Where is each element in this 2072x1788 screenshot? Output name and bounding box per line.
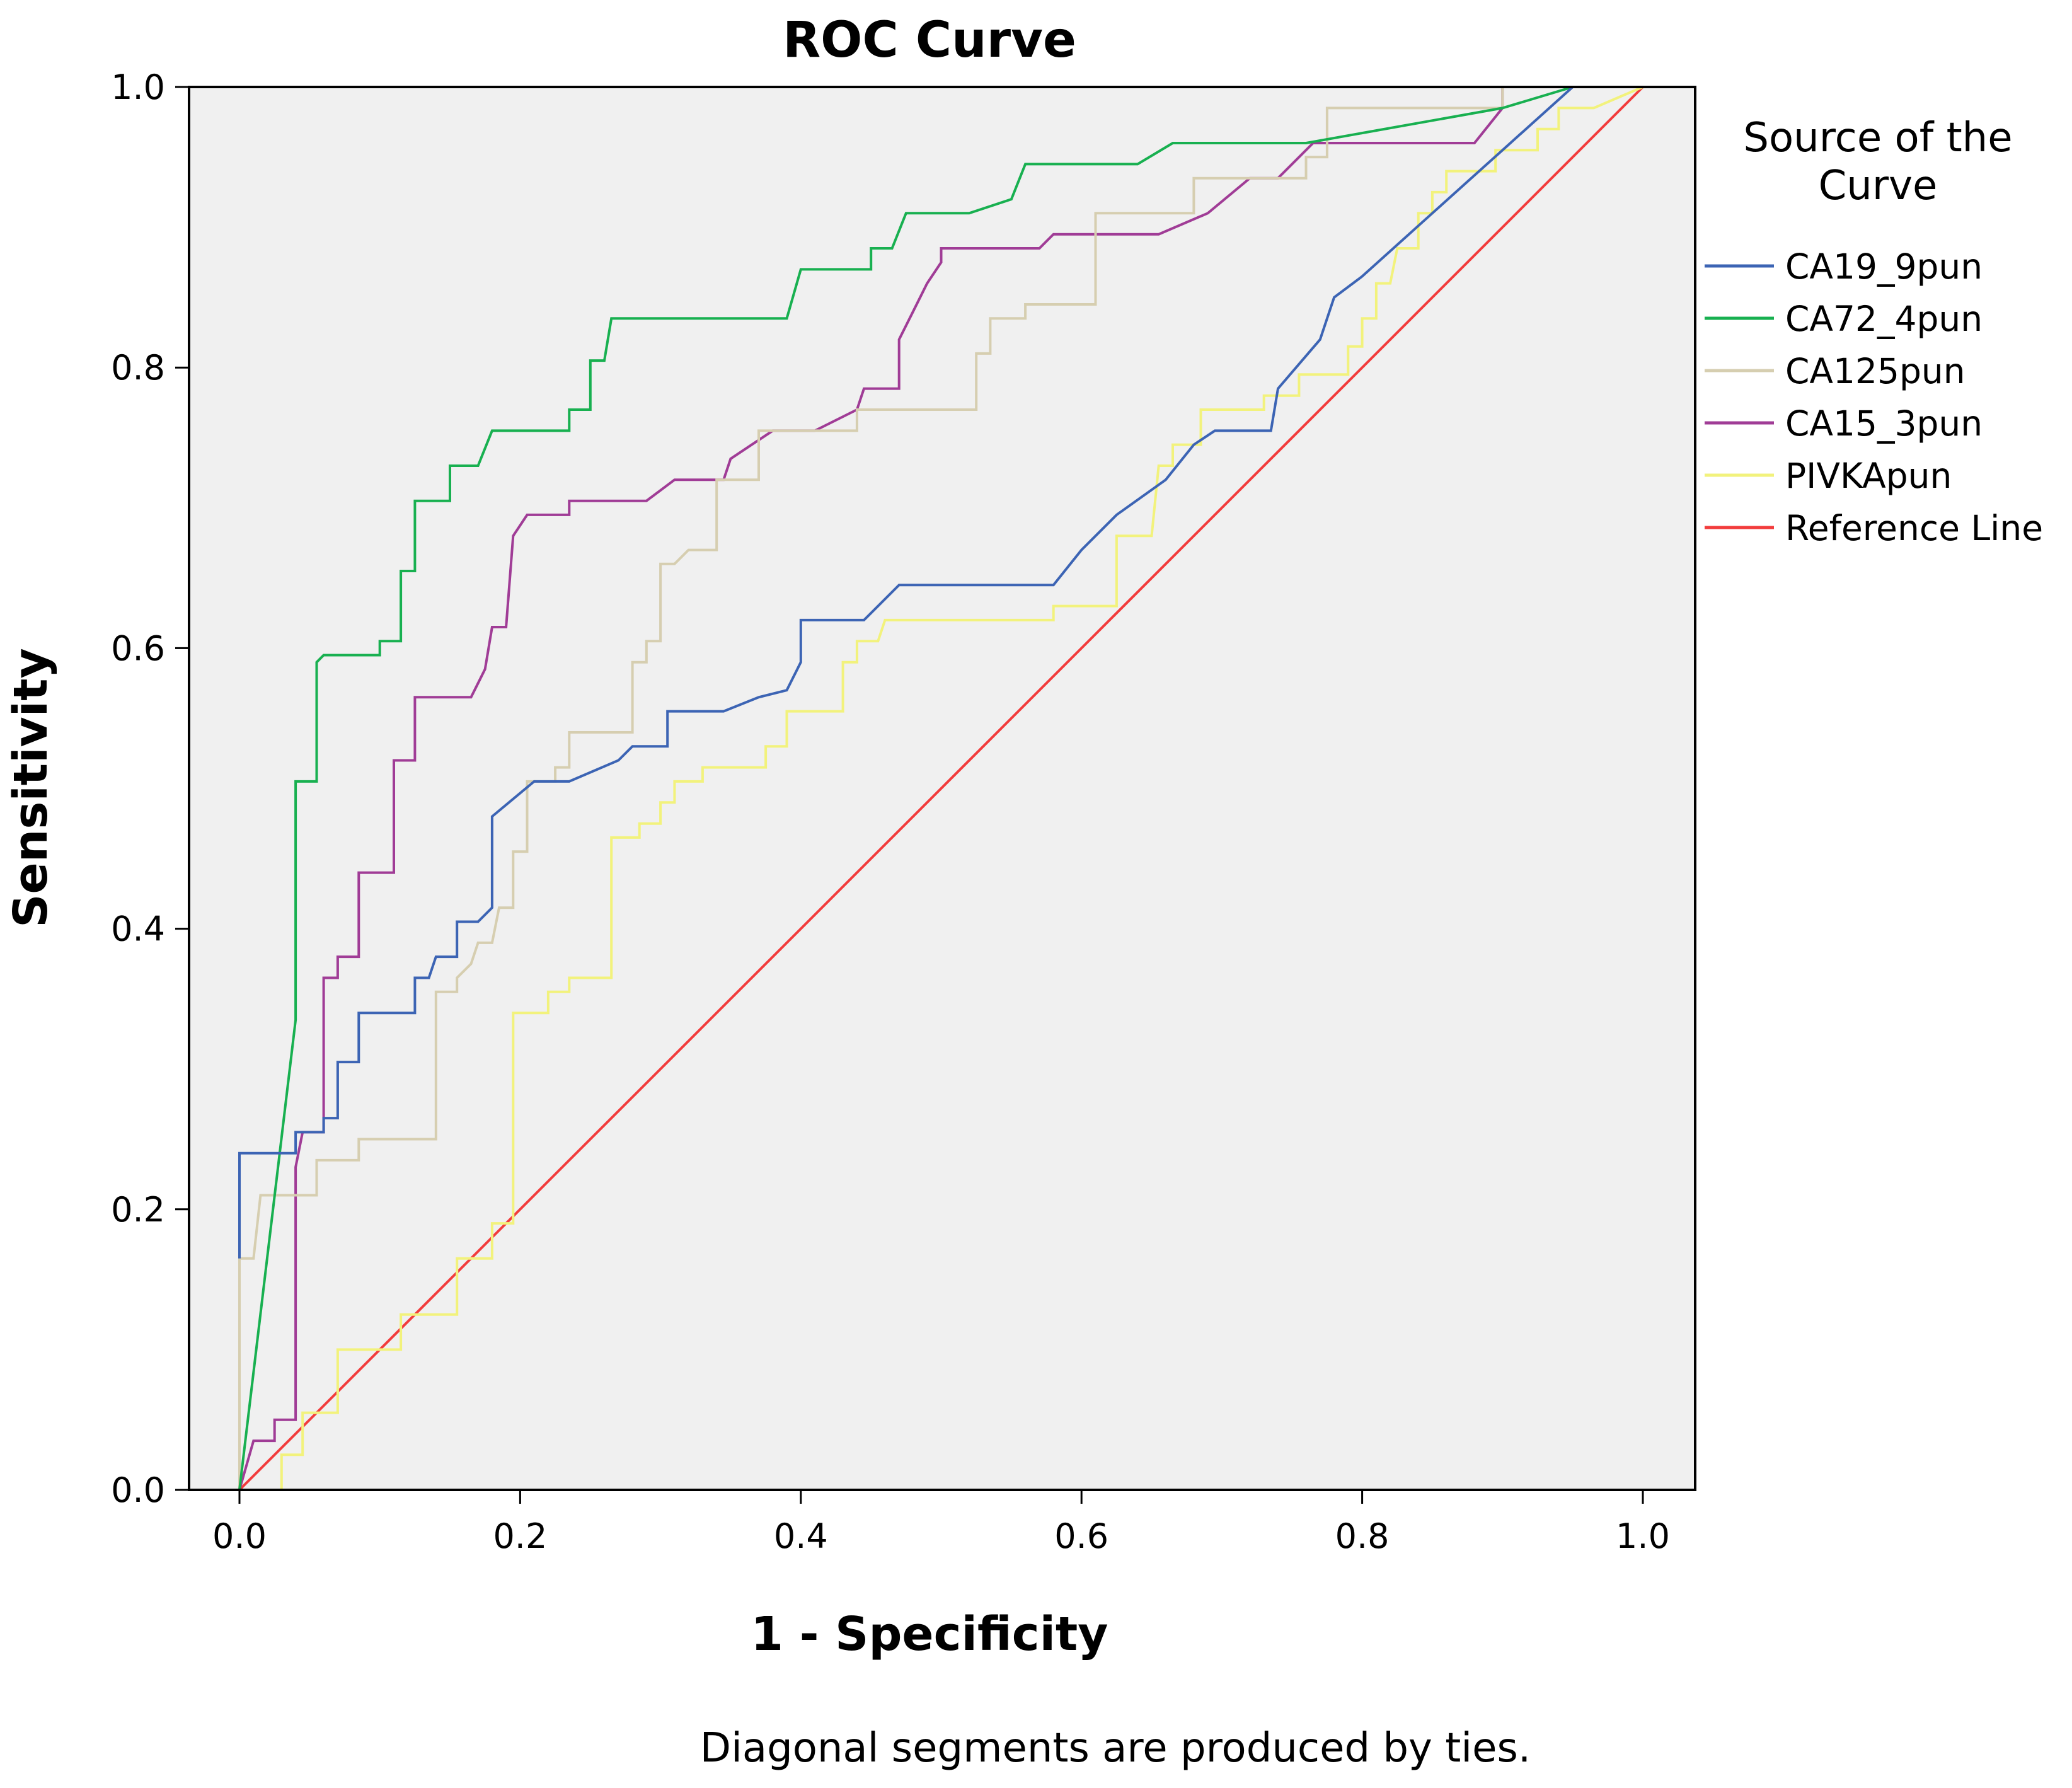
legend-title-line-2: Curve xyxy=(1819,163,1938,209)
curves-group xyxy=(238,86,1644,1491)
x-tick-label-1: 0.2 xyxy=(493,1516,547,1556)
series-line-reference-line xyxy=(238,86,1644,1491)
legend-label-pivkapun: PIVKApun xyxy=(1785,456,1952,496)
legend-items: CA19_9pun CA72_4pun CA125pun CA15_3pun PIVKA… xyxy=(1705,246,2043,548)
plot-area xyxy=(188,86,1696,1491)
legend-label-ca125pun: CA125pun xyxy=(1785,351,1966,391)
y-tick-label-3: 0.6 xyxy=(111,628,165,668)
legend-label-ca72-4pun: CA72_4pun xyxy=(1785,299,1983,339)
y-axis-title: Sensitivity xyxy=(4,648,58,928)
legend: Source of the Curve CA19_9punCA72_4punCA… xyxy=(1705,115,2043,548)
y-axis: 0.0 0.2 0.4 0.6 0.8 1.0 xyxy=(111,67,189,1510)
x-tick-label-0: 0.0 xyxy=(212,1516,267,1556)
plot-frame xyxy=(188,86,1696,1491)
legend-label-ca19-9pun: CA19_9pun xyxy=(1785,246,1983,287)
legend-title-line-1: Source of the xyxy=(1743,115,2012,161)
chart-title: ROC Curve xyxy=(783,12,1076,69)
series-line-ca15-3pun xyxy=(238,86,1643,1491)
x-axis: 0.0 0.2 0.4 0.6 0.8 1.0 xyxy=(212,1490,1670,1556)
x-tick-label-2: 0.4 xyxy=(774,1516,828,1556)
x-tick-label-3: 0.6 xyxy=(1054,1516,1108,1556)
y-tick-label-1: 0.2 xyxy=(111,1190,165,1230)
x-tick-label-4: 0.8 xyxy=(1335,1516,1390,1556)
x-axis-title: 1 - Specificity xyxy=(751,1607,1108,1661)
y-tick-label-4: 0.8 xyxy=(111,348,165,388)
y-tick-label-2: 0.4 xyxy=(111,909,165,949)
series-line-ca19-9pun xyxy=(238,86,1643,1259)
series-line-ca125pun xyxy=(238,86,1643,1490)
legend-label-reference-line: Reference Line xyxy=(1785,508,2043,548)
footnote: Diagonal segments are produced by ties. xyxy=(700,1725,1531,1772)
series-line-ca72-4pun xyxy=(238,86,1643,1491)
y-tick-label-5: 1.0 xyxy=(111,67,165,107)
x-tick-label-5: 1.0 xyxy=(1616,1516,1670,1556)
legend-label-ca15-3pun: CA15_3pun xyxy=(1785,403,1983,444)
y-tick-label-0: 0.0 xyxy=(111,1470,165,1510)
